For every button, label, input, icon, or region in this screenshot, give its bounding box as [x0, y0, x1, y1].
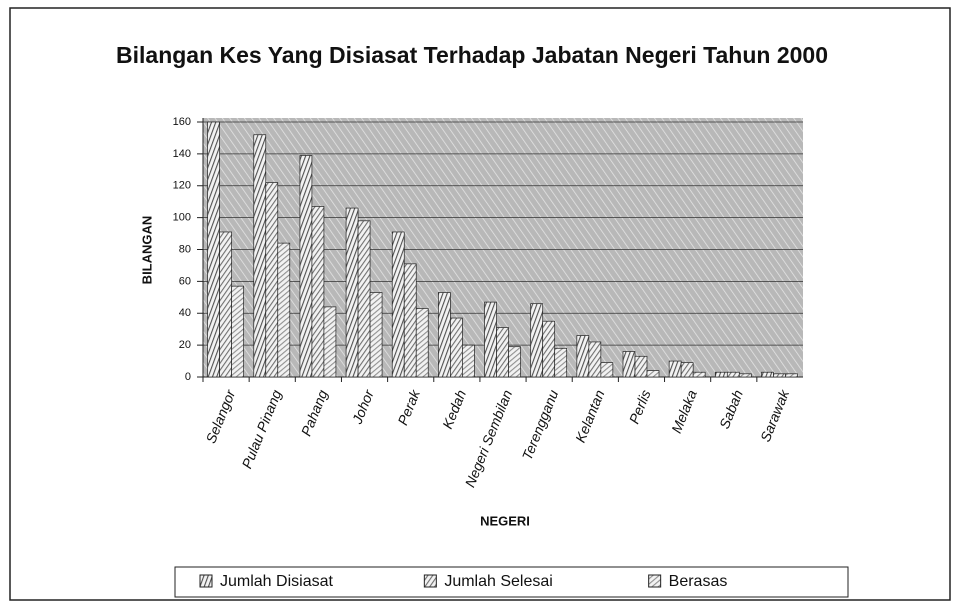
bar [403, 263, 417, 378]
y-tick-label: 160 [173, 116, 191, 128]
y-tick-label: 0 [185, 371, 191, 383]
legend-swatch [648, 574, 662, 588]
bar [680, 362, 694, 378]
y-tick-label: 40 [179, 307, 191, 319]
bar [253, 134, 267, 378]
bar [738, 373, 752, 378]
bar [761, 371, 774, 378]
bar [369, 292, 383, 378]
y-tick-label: 140 [173, 148, 191, 160]
legend-label: Berasas [669, 573, 728, 590]
bar [600, 362, 614, 378]
bar [646, 370, 660, 378]
bar [496, 327, 509, 378]
bar [450, 317, 463, 378]
y-tick-label: 80 [179, 243, 191, 255]
bar [277, 242, 291, 378]
bar [634, 355, 648, 378]
legend-swatch [423, 574, 437, 588]
bar [530, 303, 544, 378]
bar [484, 301, 497, 378]
bar [508, 346, 521, 378]
bar [265, 182, 279, 378]
legend-label: Jumlah Disiasat [220, 573, 333, 590]
legend-box [174, 566, 849, 598]
y-tick-label: 20 [179, 339, 191, 351]
bar [311, 206, 325, 378]
bar [588, 341, 602, 378]
legend-label: Jumlah Selesai [444, 573, 553, 590]
chart-title: Bilangan Kes Yang Disiasat Terhadap Jaba… [116, 42, 828, 68]
bar [576, 335, 590, 378]
y-tick-label: 120 [173, 180, 191, 192]
bar [554, 347, 568, 378]
bar [345, 207, 359, 378]
bar [323, 306, 337, 378]
bar [357, 220, 371, 378]
bar [773, 373, 786, 378]
bar [462, 344, 475, 378]
bar [438, 292, 451, 378]
bar [219, 231, 232, 378]
bar [714, 371, 728, 378]
bar [692, 371, 706, 378]
bar [726, 371, 740, 378]
bar [785, 373, 798, 378]
y-tick-label: 60 [179, 275, 191, 287]
legend-swatch [199, 574, 213, 588]
bar [391, 231, 405, 378]
bar [415, 308, 429, 378]
bar [542, 320, 556, 378]
y-tick-label: 100 [173, 212, 191, 224]
x-axis-label: NEGERI [480, 513, 530, 528]
y-axis-label: BILANGAN [139, 216, 154, 285]
bar [207, 121, 220, 378]
bar [231, 285, 244, 378]
bar [299, 155, 313, 378]
bar [668, 360, 682, 378]
bar [622, 351, 636, 378]
